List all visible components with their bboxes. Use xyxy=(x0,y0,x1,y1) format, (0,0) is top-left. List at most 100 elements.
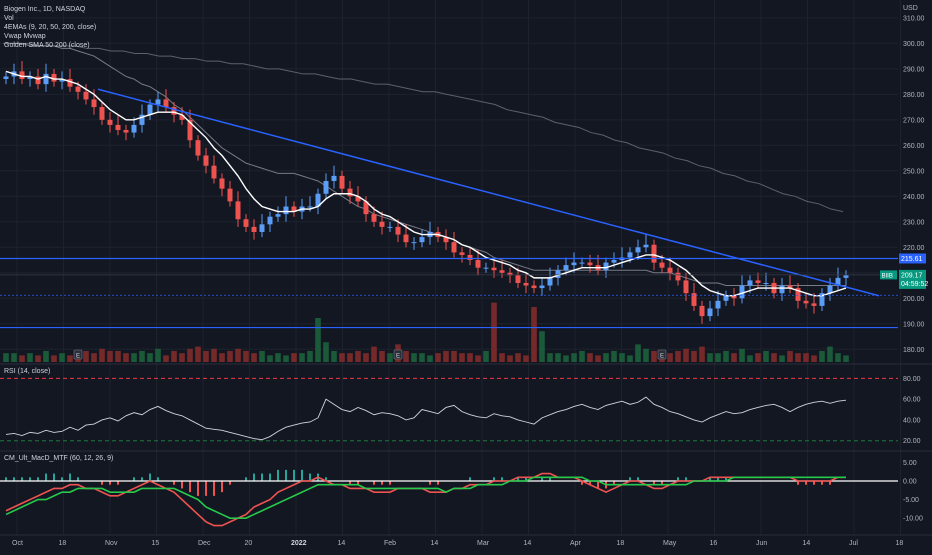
legend-emas[interactable]: 4EMAs (9, 20, 50, 200, close) xyxy=(4,24,97,31)
rsi-tick-label: 80.00 xyxy=(903,376,921,383)
volume-bar xyxy=(115,351,121,362)
volume-bar xyxy=(707,353,713,362)
candle-body xyxy=(131,124,137,133)
candle-body xyxy=(339,175,345,189)
candle-body xyxy=(323,181,329,194)
level-badge xyxy=(899,253,926,264)
macd-histogram-bar xyxy=(117,481,119,485)
legend-golden-sma[interactable]: Golden SMA 50 200 (close) xyxy=(4,42,90,49)
macd-tick-label: -10.00 xyxy=(903,516,923,523)
x-tick-label: Mar xyxy=(477,540,490,547)
candle-body xyxy=(835,277,841,286)
macd-histogram-bar xyxy=(133,477,135,481)
candle-body xyxy=(235,201,241,220)
earnings-letter: E xyxy=(396,354,400,360)
candle-body xyxy=(371,214,377,222)
macd-histogram-bar xyxy=(429,481,431,485)
volume-bar xyxy=(387,353,393,362)
candle-body xyxy=(363,201,369,215)
macd-label[interactable]: CM_Ult_MacD_MTF (60, 12, 26, 9) xyxy=(4,455,114,462)
x-tick-label: Dec xyxy=(198,540,211,547)
volume-bar xyxy=(723,351,729,362)
x-tick-label: 20 xyxy=(245,540,253,547)
macd-histogram-bar xyxy=(653,481,655,485)
candle-body xyxy=(403,234,409,243)
volume-bar xyxy=(715,353,721,362)
rsi-line xyxy=(5,396,847,441)
candle-body xyxy=(755,280,761,283)
candle-body xyxy=(763,282,769,284)
volume-bar xyxy=(427,355,433,362)
candle-body xyxy=(515,275,521,283)
x-tick-label: Feb xyxy=(384,540,396,547)
chart-legend: Biogen Inc., 1D, NASDAQ Vol 4EMAs (9, 20… xyxy=(4,5,96,50)
candle-body xyxy=(139,114,145,125)
candle-body xyxy=(67,79,73,87)
volume-bar xyxy=(675,351,681,362)
legend-title[interactable]: Biogen Inc., 1D, NASDAQ xyxy=(4,6,86,13)
volume-bar xyxy=(107,351,113,362)
volume-bar xyxy=(419,353,425,362)
rsi-label[interactable]: RSI (14, close) xyxy=(4,368,51,375)
macd-histogram-bar xyxy=(149,473,151,481)
candle-body xyxy=(691,293,697,306)
volume-bar xyxy=(275,353,281,362)
macd-histogram-bar xyxy=(349,481,351,485)
volume-bar xyxy=(435,353,441,362)
candle-body xyxy=(155,99,161,105)
macd-histogram-bar xyxy=(141,477,143,481)
volume-bar xyxy=(843,355,849,362)
macd-histogram-bar xyxy=(725,477,727,481)
last-price-text: 209.17 xyxy=(901,272,923,279)
candle-body xyxy=(843,275,849,278)
price-tick-label: 270.00 xyxy=(903,117,925,124)
x-tick-label: 2022 xyxy=(291,540,307,547)
volume-bar xyxy=(491,302,497,362)
candle-body xyxy=(643,244,649,248)
candle-body xyxy=(35,76,41,85)
volume-bar xyxy=(811,355,817,362)
candle-body xyxy=(211,165,217,179)
volume-bar xyxy=(819,351,825,362)
candle-body xyxy=(563,265,569,271)
macd-line xyxy=(5,472,846,527)
candle-body xyxy=(731,295,737,299)
macd-histogram-bar xyxy=(101,481,103,485)
volume-bar xyxy=(795,353,801,362)
candle-body xyxy=(603,262,609,271)
volume-bar xyxy=(771,353,777,362)
macd-histogram-bar xyxy=(389,481,391,485)
volume-bar xyxy=(323,342,329,362)
legend-volume[interactable]: Vol xyxy=(4,15,14,22)
candle-body xyxy=(611,260,617,263)
volume-bar xyxy=(363,353,369,362)
volume-bar xyxy=(699,346,705,362)
volume-bar xyxy=(611,351,617,362)
macd-histogram-bar xyxy=(229,481,231,485)
candle-body xyxy=(195,140,201,156)
candle-body xyxy=(107,119,113,125)
last-price-badge xyxy=(899,269,926,289)
volume-bar xyxy=(227,351,233,362)
candle-body xyxy=(395,226,401,235)
volume-bar xyxy=(531,307,537,362)
volume-bar xyxy=(35,355,41,362)
legend-vwap[interactable]: Vwap Mvwap xyxy=(4,33,46,40)
candle-body xyxy=(667,267,673,273)
volume-bar xyxy=(747,355,753,362)
volume-bar xyxy=(507,355,513,362)
macd-histogram-bar xyxy=(709,477,711,481)
volume-bar xyxy=(315,318,321,362)
candle-body xyxy=(315,193,321,207)
macd-histogram-bar xyxy=(613,481,615,485)
volume-bar xyxy=(499,353,505,362)
price-tick-label: 300.00 xyxy=(903,41,925,48)
macd-histogram-bar xyxy=(581,481,583,485)
volume-bar xyxy=(99,348,105,362)
volume-bar xyxy=(763,351,769,362)
volume-bar xyxy=(651,351,657,362)
volume-bar xyxy=(523,355,529,362)
candle-body xyxy=(163,99,169,108)
macd-histogram-bar xyxy=(13,477,15,481)
macd-histogram-bar xyxy=(541,477,543,481)
